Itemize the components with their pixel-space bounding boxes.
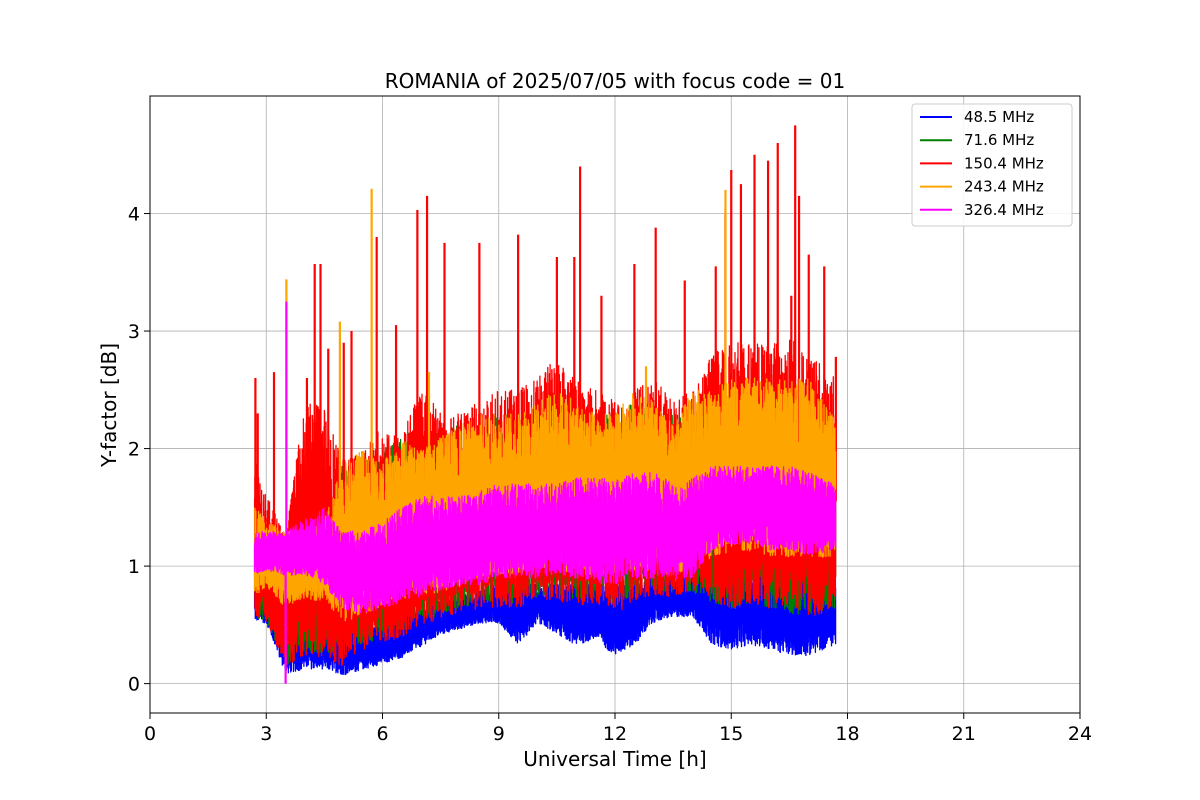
legend-label: 326.4 MHz bbox=[964, 201, 1044, 219]
x-tick-label: 3 bbox=[260, 723, 272, 745]
y-axis-title: Y-factor [dB] bbox=[97, 343, 121, 468]
x-axis-title: Universal Time [h] bbox=[523, 747, 706, 771]
x-tick-label: 12 bbox=[603, 723, 627, 745]
x-tick-label: 15 bbox=[719, 723, 743, 745]
y-tick-label: 1 bbox=[128, 556, 140, 578]
legend-item: 243.4 MHz bbox=[920, 178, 1044, 196]
chart-title: ROMANIA of 2025/07/05 with focus code = … bbox=[385, 69, 845, 93]
x-tick-label: 18 bbox=[835, 723, 859, 745]
legend-item: 48.5 MHz bbox=[920, 108, 1034, 126]
legend-label: 243.4 MHz bbox=[964, 178, 1044, 196]
y-tick-label: 2 bbox=[128, 439, 140, 461]
y-tick-label: 3 bbox=[128, 321, 140, 343]
legend-item: 326.4 MHz bbox=[920, 201, 1044, 219]
series-line bbox=[253, 465, 837, 614]
legend-label: 150.4 MHz bbox=[964, 154, 1044, 172]
legend-label: 71.6 MHz bbox=[964, 131, 1034, 149]
legend-label: 48.5 MHz bbox=[964, 108, 1034, 126]
legend-box bbox=[911, 103, 1073, 227]
legend: 48.5 MHz 71.6 MHz 150.4 MHz 243.4 MHz 32… bbox=[911, 103, 1073, 227]
legend-item: 150.4 MHz bbox=[920, 154, 1044, 172]
x-tick-label: 24 bbox=[1068, 723, 1092, 745]
series-layer bbox=[253, 125, 837, 684]
x-tick-label: 6 bbox=[376, 723, 388, 745]
legend-item: 71.6 MHz bbox=[920, 131, 1034, 149]
x-tick-label: 9 bbox=[493, 723, 505, 745]
x-tick-label: 21 bbox=[952, 723, 976, 745]
y-tick-label: 4 bbox=[128, 204, 140, 226]
x-tick-label: 0 bbox=[144, 723, 156, 745]
series-4 bbox=[253, 301, 837, 684]
y-tick-label: 0 bbox=[128, 674, 140, 696]
